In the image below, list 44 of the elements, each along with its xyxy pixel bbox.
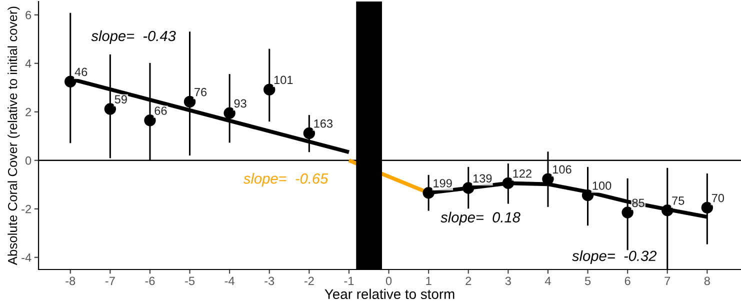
x-tick-label: 0 [386, 276, 392, 286]
annotation: 59 [114, 95, 127, 104]
annotation: 46 [74, 68, 88, 76]
x-tick-label: -7 [105, 276, 115, 285]
annotation: 122 [513, 169, 532, 178]
annotation: 101 [274, 76, 293, 84]
x-tick-label: 4 [544, 276, 551, 285]
x-tick-label: 3 [505, 276, 511, 286]
y-tick-label: 4 [25, 60, 32, 68]
x-axis-title: Year relative to storm [324, 288, 454, 300]
x-tick-label: -3 [264, 276, 274, 286]
annotation: 76 [194, 88, 207, 96]
x-tick-label: -8 [66, 276, 76, 286]
y-axis-title: Absolute Coral Cover (relative to initial cover) [8, 6, 20, 266]
y-tick-label: 0 [25, 156, 32, 165]
annotation: 199 [434, 179, 452, 188]
x-tick-label: 1 [426, 276, 432, 285]
x-tick-label: -4 [224, 276, 234, 285]
x-tick-label: 2 [466, 276, 472, 285]
y-tick-label: 6 [26, 10, 32, 20]
y-tick-label: -4 [22, 254, 32, 262]
text: slope= -0.32 [572, 250, 657, 264]
annotation: 100 [592, 181, 612, 190]
annotation: 85 [632, 198, 644, 208]
y-tick-label: 2 [26, 108, 31, 116]
annotation: 70 [712, 194, 724, 202]
annotation: 163 [314, 119, 333, 128]
x-tick-label: -2 [304, 276, 314, 285]
x-tick-label: -1 [344, 276, 354, 285]
annotation: 106 [553, 165, 572, 174]
x-tick-label: 8 [704, 276, 710, 286]
annotation: 93 [234, 99, 246, 108]
x-tick-label: -5 [185, 276, 195, 286]
x-tick-label: -6 [145, 276, 155, 286]
x-tick-label: 7 [664, 276, 670, 285]
annotation: 66 [154, 106, 167, 115]
x-tick-label: 6 [624, 276, 630, 286]
annotation: 139 [473, 174, 492, 183]
series-label: slope= 0.18 [440, 212, 520, 226]
x-tick-label: 5 [584, 276, 591, 286]
text: slope= -0.43 [91, 30, 176, 44]
annotation: 75 [672, 196, 684, 205]
y-tick-label: -2 [22, 204, 31, 214]
series-label: slope= -0.65 [243, 173, 328, 187]
